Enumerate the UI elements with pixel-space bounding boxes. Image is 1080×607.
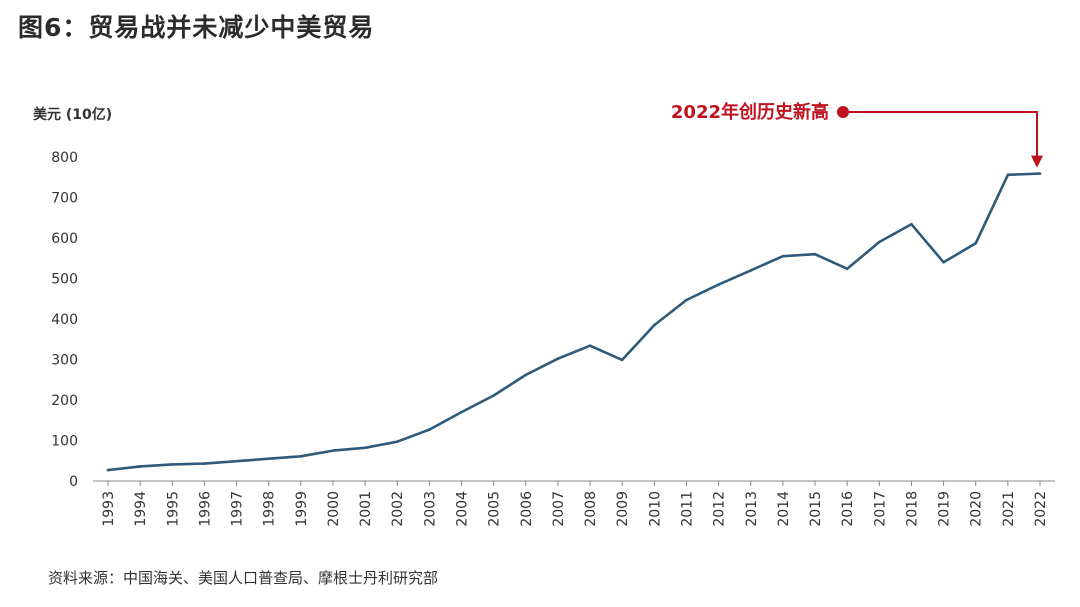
data-point: [910, 222, 913, 226]
data-point: [363, 446, 367, 450]
x-tick-label: 2022: [1033, 491, 1049, 527]
data-point: [620, 358, 624, 362]
data-point: [331, 449, 335, 452]
y-tick-label: 400: [51, 312, 78, 328]
x-tick-label: 2013: [744, 491, 760, 527]
x-tick-label: 2006: [519, 491, 535, 527]
x-tick-label: 2011: [679, 491, 695, 527]
x-tick-label: 2002: [390, 491, 406, 527]
x-tick-label: 1993: [101, 491, 117, 527]
x-tick-label: 2010: [647, 491, 663, 527]
x-tick-label: 2018: [904, 491, 920, 527]
data-point: [428, 428, 431, 431]
x-tick-label: 2017: [872, 491, 888, 527]
data-point: [588, 344, 592, 348]
data-point: [299, 454, 303, 458]
data-point: [974, 241, 978, 245]
annotation-group: 2022年创历史新高: [671, 101, 1043, 168]
data-point: [395, 440, 399, 444]
y-axis-unit-label: 美元 (10亿): [33, 106, 112, 123]
x-tick-label: 2005: [487, 491, 503, 527]
data-point: [267, 457, 270, 461]
x-tick-label: 2000: [326, 491, 342, 527]
data-point: [1038, 172, 1042, 175]
data-point: [524, 373, 528, 377]
x-tick-label: 2009: [615, 491, 631, 527]
x-tick-label: 1999: [294, 491, 310, 527]
data-points: [106, 172, 1042, 472]
data-point: [685, 298, 688, 302]
x-tick-label: 1994: [133, 491, 149, 527]
source-note: 资料来源：中国海关、美国人口普查局、摩根士丹利研究部: [48, 569, 439, 587]
x-tick-label: 2015: [808, 491, 824, 527]
data-point: [653, 323, 656, 327]
y-axis: 0 100 200 300 400 500 600 700 800: [51, 150, 78, 490]
x-tick-label: 1997: [230, 491, 246, 527]
data-point: [492, 394, 495, 397]
x-tick-label: 2019: [937, 491, 953, 527]
x-axis: 1993 1994 1995 1996 1997 1998 1999 2000 2001 2002…: [101, 481, 1049, 527]
x-tick-label: 2003: [422, 491, 438, 527]
annotation-arrow: [843, 111, 1038, 158]
data-point: [942, 261, 945, 264]
x-tick-label: 2001: [358, 491, 374, 527]
x-tick-label: 2016: [840, 491, 856, 527]
data-point: [1006, 173, 1010, 177]
data-point: [813, 252, 817, 256]
y-tick-label: 100: [51, 434, 78, 450]
data-point: [170, 463, 174, 466]
data-point: [235, 459, 238, 463]
y-tick-label: 0: [69, 474, 78, 490]
x-tick-label: 2020: [969, 491, 985, 527]
data-point: [556, 357, 560, 360]
x-tick-label: 2021: [1001, 491, 1017, 527]
data-point: [138, 465, 142, 468]
y-tick-label: 800: [51, 150, 78, 166]
y-tick-label: 500: [51, 272, 78, 288]
data-point: [878, 240, 881, 244]
data-point: [460, 410, 463, 414]
x-tick-label: 2014: [776, 491, 792, 527]
data-point: [845, 267, 849, 271]
data-point: [749, 269, 753, 272]
data-point: [203, 462, 206, 465]
x-tick-label: 1996: [197, 491, 213, 527]
y-tick-label: 700: [51, 191, 78, 207]
data-point: [717, 283, 720, 286]
x-tick-label: 1995: [165, 491, 181, 527]
x-tick-label: 2012: [712, 491, 728, 527]
y-tick-label: 200: [51, 393, 78, 409]
data-point: [781, 254, 785, 258]
x-tick-label: 1998: [262, 491, 278, 527]
x-tick-label: 2008: [583, 491, 599, 527]
data-point: [106, 468, 110, 472]
x-tick-label: 2007: [551, 491, 567, 527]
annotation-arrowhead: [1031, 155, 1043, 168]
chart-title: 图6：贸易战并未减少中美贸易: [18, 13, 375, 42]
y-tick-label: 600: [51, 231, 78, 247]
x-tick-label: 2004: [455, 491, 471, 527]
series-line-trade-total: [107, 172, 1041, 472]
y-tick-label: 300: [51, 353, 78, 369]
annotation-label: 2022年创历史新高: [671, 101, 829, 123]
